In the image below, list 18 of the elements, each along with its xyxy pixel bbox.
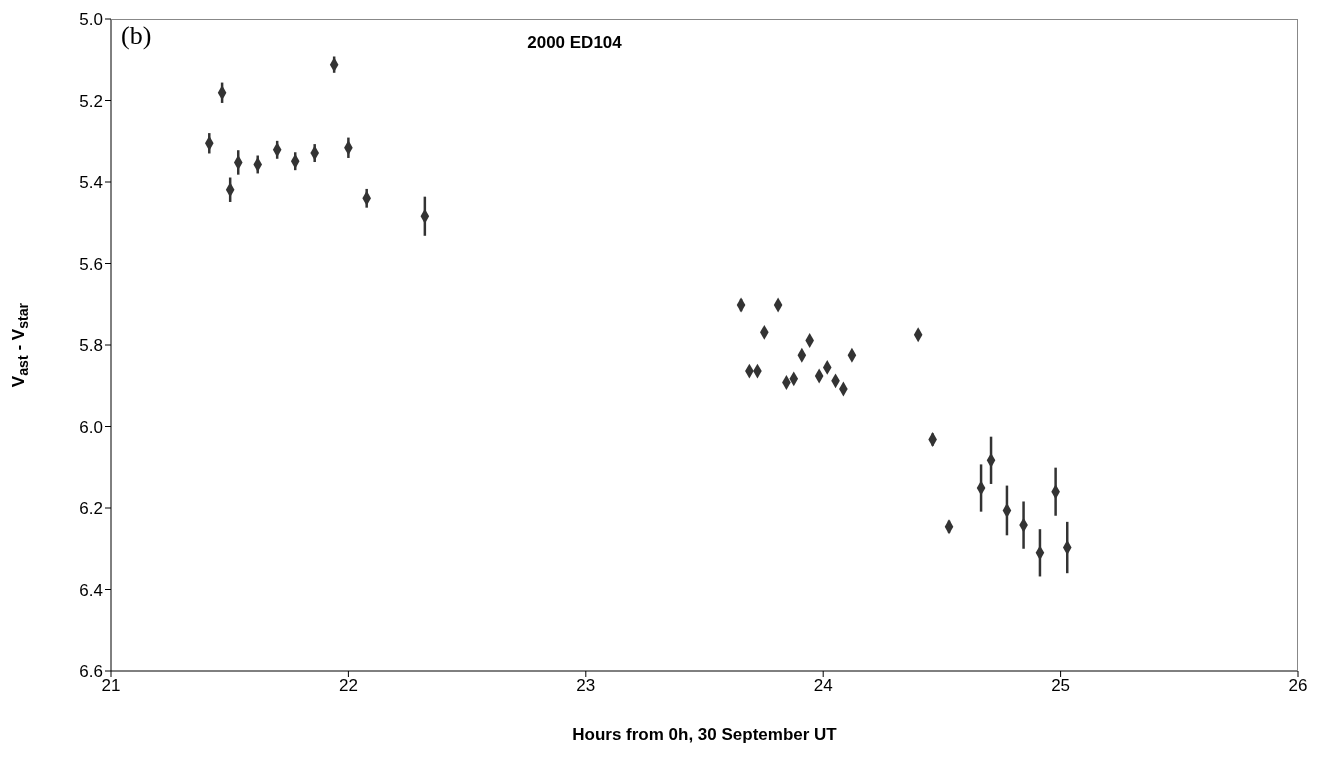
y-tick-label: 5.8 [79, 336, 103, 356]
y-tick-label: 6.4 [79, 580, 103, 600]
y-tick-label: 5.4 [79, 173, 103, 193]
annotation: (b) [121, 21, 152, 51]
y-tick-label: 6.2 [79, 499, 103, 519]
x-axis-title: Hours from 0h, 30 September UT [571, 725, 838, 745]
x-tick-label: 21 [101, 676, 121, 696]
x-tick-label: 26 [1288, 676, 1308, 696]
y-tick-label: 6.0 [79, 417, 103, 437]
x-tick-label: 25 [1051, 676, 1071, 696]
y-tick-label: 5.0 [79, 10, 103, 30]
x-tick-label: 24 [813, 676, 833, 696]
x-tick-label: 23 [576, 676, 596, 696]
y-tick-label: 6.6 [79, 662, 103, 682]
x-tick-label: 22 [338, 676, 358, 696]
y-tick-label: 5.2 [79, 91, 103, 111]
y-tick-label: 5.6 [79, 254, 103, 274]
text: 2000 ED104 [527, 33, 622, 52]
